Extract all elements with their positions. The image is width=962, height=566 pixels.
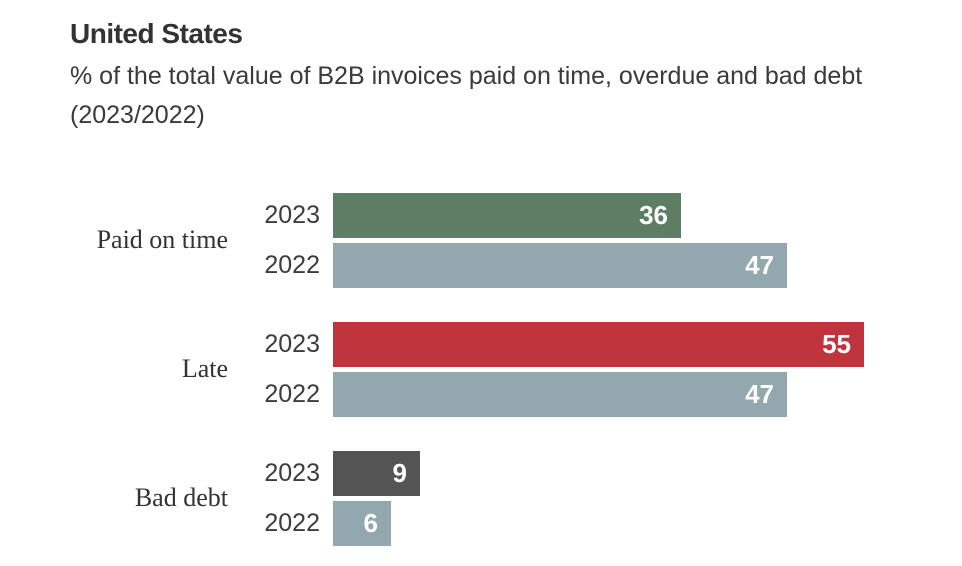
category-label: Late bbox=[181, 354, 228, 383]
bar-group-paid-on-time: Paid on time 2023 36 2022 47 bbox=[70, 192, 962, 288]
year-label: 2022 bbox=[264, 508, 320, 537]
bar-value-label: 6 bbox=[363, 507, 378, 538]
bar-pair: 2023 36 2022 47 bbox=[228, 192, 787, 288]
bar-2022-paid-on-time: 47 bbox=[333, 242, 787, 288]
bar-2023-bad-debt: 9 bbox=[333, 450, 420, 496]
chart-subtitle: % of the total value of B2B invoices pai… bbox=[70, 62, 863, 129]
category-label: Paid on time bbox=[96, 225, 228, 254]
bar-2022-late: 47 bbox=[333, 371, 787, 417]
bar-row: 2023 55 bbox=[228, 321, 864, 367]
bar-value-label: 36 bbox=[639, 199, 668, 230]
category-label: Bad debt bbox=[134, 483, 228, 512]
bar-chart: Paid on time 2023 36 2022 47 Late 2023 55 2022 47… bbox=[70, 192, 962, 546]
year-label: 2023 bbox=[264, 458, 320, 487]
bar-value-label: 55 bbox=[822, 328, 851, 359]
bar-2023-paid-on-time: 36 bbox=[333, 192, 681, 238]
bar-group-late: Late 2023 55 2022 47 bbox=[70, 321, 962, 417]
year-label: 2022 bbox=[264, 379, 320, 408]
bar-pair: 2023 9 2022 6 bbox=[228, 450, 420, 546]
bar-pair: 2023 55 2022 47 bbox=[228, 321, 864, 417]
bar-row: 2023 9 bbox=[228, 450, 420, 496]
bar-row: 2022 47 bbox=[228, 242, 787, 288]
bar-group-bad-debt: Bad debt 2023 9 2022 6 bbox=[70, 450, 962, 546]
bar-value-label: 9 bbox=[392, 457, 407, 488]
bar-2023-late: 55 bbox=[333, 321, 864, 367]
year-label: 2023 bbox=[264, 200, 320, 229]
bar-2022-bad-debt: 6 bbox=[333, 500, 391, 546]
year-label: 2023 bbox=[264, 329, 320, 358]
bar-row: 2022 6 bbox=[228, 500, 420, 546]
chart-title: United States bbox=[70, 18, 243, 49]
year-label: 2022 bbox=[264, 250, 320, 279]
bar-row: 2022 47 bbox=[228, 371, 864, 417]
bar-row: 2023 36 bbox=[228, 192, 787, 238]
bar-value-label: 47 bbox=[745, 249, 774, 280]
bar-value-label: 47 bbox=[745, 378, 774, 409]
